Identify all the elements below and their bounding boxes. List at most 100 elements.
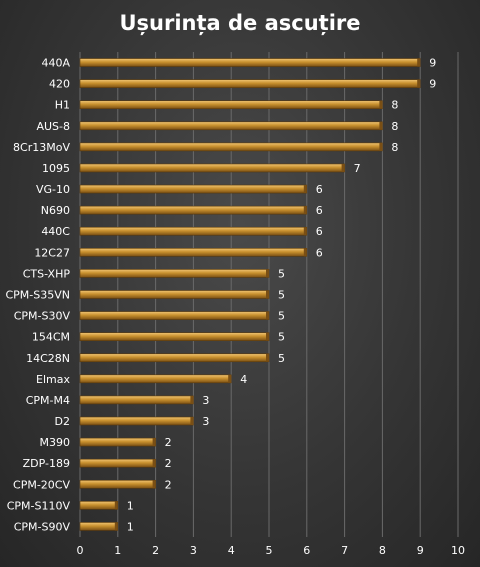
bar-end-cap <box>417 79 421 88</box>
data-label: 5 <box>278 352 285 365</box>
bar-end-cap <box>152 438 156 447</box>
bar <box>79 79 421 88</box>
data-label: 9 <box>429 78 436 91</box>
data-label: 5 <box>278 331 285 344</box>
y-tick-label: Elmax <box>36 373 70 386</box>
bar <box>79 522 119 531</box>
y-tick-label: 440A <box>41 57 70 70</box>
data-label: 2 <box>165 478 172 491</box>
x-tick-label: 0 <box>77 544 84 557</box>
data-label: 6 <box>316 183 323 196</box>
y-tick-label: CTS-XHP <box>23 267 71 280</box>
x-tick-label: 10 <box>451 544 465 557</box>
y-tick-label: 420 <box>49 78 70 91</box>
bar-end-cap <box>266 311 269 320</box>
y-tick-label: 154CM <box>32 331 70 344</box>
bar <box>79 395 194 405</box>
bar <box>79 142 383 152</box>
bar <box>79 332 270 341</box>
x-tick-label: 6 <box>303 544 310 557</box>
bar <box>79 458 156 468</box>
bar-end-cap <box>114 501 118 510</box>
bar-end-cap <box>114 522 118 531</box>
data-label: 8 <box>391 141 398 154</box>
data-label: 5 <box>278 289 285 302</box>
data-label: 2 <box>165 457 172 470</box>
bar-end-cap <box>379 100 383 109</box>
bar-end-cap <box>152 480 156 489</box>
y-axis-labels: 440A 420 H1 AUS-8 8Cr13MoV 1095 VG-10 N690 440C 1… <box>5 57 70 534</box>
chart-title: Ușurința de ascuțire <box>119 11 360 36</box>
data-label: 9 <box>429 57 436 70</box>
bar <box>79 226 308 236</box>
bar-end-cap <box>303 248 307 257</box>
y-tick-label: AUS-8 <box>36 120 70 133</box>
bar-end-cap <box>417 58 421 67</box>
bar <box>79 437 156 447</box>
y-tick-label: M390 <box>40 436 71 449</box>
data-label: 7 <box>354 162 361 175</box>
data-label: 8 <box>391 99 398 112</box>
data-label: 6 <box>316 246 323 259</box>
bar-end-cap <box>266 353 269 362</box>
data-label: 4 <box>240 373 247 386</box>
y-tick-label: 14C28N <box>26 352 70 365</box>
data-label: 3 <box>202 415 209 428</box>
bar <box>79 163 345 173</box>
x-tick-label: 4 <box>228 544 235 557</box>
bar-end-cap <box>379 121 383 130</box>
x-tick-label: 3 <box>190 544 197 557</box>
data-label: 6 <box>316 204 323 217</box>
y-tick-label: H1 <box>55 99 70 112</box>
bar-end-cap <box>303 227 307 236</box>
bar <box>79 121 383 131</box>
bar-end-cap <box>152 459 156 468</box>
y-tick-label: ZDP-189 <box>23 457 70 470</box>
x-axis-ticks: 0 1 2 3 4 5 6 7 8 9 10 <box>77 544 466 557</box>
y-tick-label: CPM-M4 <box>26 394 70 407</box>
x-tick-label: 1 <box>114 544 121 557</box>
bar-end-cap <box>266 269 269 278</box>
y-tick-label: 12C27 <box>34 246 70 259</box>
data-label: 6 <box>316 225 323 238</box>
x-tick-label: 8 <box>379 544 386 557</box>
y-tick-label: 8Cr13MoV <box>13 141 70 154</box>
data-label: 1 <box>127 499 134 512</box>
data-label: 1 <box>127 520 134 533</box>
x-tick-label: 2 <box>152 544 159 557</box>
bar <box>79 353 270 363</box>
y-tick-label: 440C <box>41 225 70 238</box>
bar <box>79 374 232 384</box>
y-tick-label: CPM-20CV <box>13 478 70 491</box>
data-labels: 9 9 8 8 8 7 6 6 6 6 5 5 5 5 5 4 3 3 2 2 2 1 1 <box>127 57 436 534</box>
data-label: 8 <box>391 120 398 133</box>
bar <box>79 311 270 320</box>
bar <box>79 58 421 67</box>
data-label: 5 <box>278 310 285 323</box>
y-tick-label: D2 <box>55 415 70 428</box>
bar-end-cap <box>303 185 307 194</box>
y-tick-label: N690 <box>41 204 70 217</box>
bar-end-cap <box>266 332 269 341</box>
bar <box>79 501 119 510</box>
y-tick-label: VG-10 <box>36 183 70 196</box>
data-label: 3 <box>202 394 209 407</box>
bar <box>79 479 156 489</box>
data-label: 2 <box>165 436 172 449</box>
bar <box>79 184 308 194</box>
y-tick-label: CPM-S90V <box>14 520 71 533</box>
bar-end-cap <box>190 417 194 426</box>
bar <box>79 416 194 426</box>
bar <box>79 248 308 257</box>
bar-end-cap <box>341 163 345 172</box>
bar <box>79 290 270 299</box>
y-tick-label: CPM-S35VN <box>5 289 70 302</box>
x-tick-label: 9 <box>417 544 424 557</box>
data-label: 5 <box>278 267 285 280</box>
x-tick-label: 5 <box>266 544 273 557</box>
bar-end-cap <box>190 395 194 404</box>
y-tick-label: 1095 <box>42 162 70 175</box>
bar-end-cap <box>266 290 269 299</box>
bar-end-cap <box>228 374 232 383</box>
